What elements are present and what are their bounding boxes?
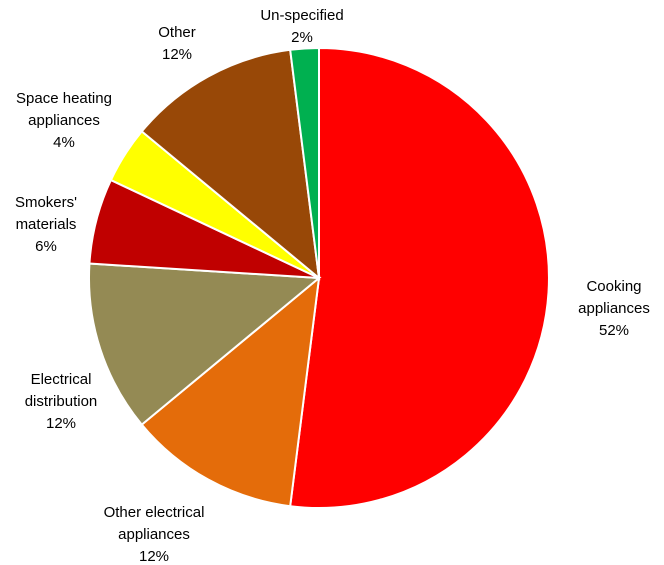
value-label: 12% <box>139 548 169 565</box>
category-label-line: Cooking <box>586 278 641 295</box>
pie-slice-un-specified <box>289 46 320 279</box>
category-label-line: appliances <box>578 300 650 317</box>
category-label-line: materials <box>16 216 77 233</box>
data-label-cooking-appliances: Cooking appliances 52% <box>578 278 650 339</box>
category-label-line: distribution <box>25 393 98 410</box>
value-label: 4% <box>53 134 75 151</box>
pie-labels: Cooking appliances 52% Other electrical appl… <box>15 7 650 565</box>
data-label-other: Other 12% <box>158 24 196 63</box>
value-label: 52% <box>599 322 629 339</box>
data-label-other-electrical-appliances: Other electrical appliances 12% <box>104 504 205 565</box>
pie-slice-electrical-distribution <box>88 262 322 427</box>
category-label-line: Smokers' <box>15 194 77 211</box>
category-label-line: appliances <box>28 112 100 129</box>
value-label: 2% <box>291 29 313 46</box>
pie-slice-cooking-appliances <box>289 46 550 509</box>
value-label: 12% <box>46 415 76 432</box>
data-label-space-heating-appliances: Space heating appliances 4% <box>16 90 112 151</box>
data-label-smokers-materials: Smokers' materials 6% <box>15 194 77 255</box>
category-label-line: Electrical <box>31 371 92 388</box>
category-label-line: Space heating <box>16 90 112 107</box>
data-label-electrical-distribution: Electrical distribution 12% <box>25 371 98 432</box>
pie-slices <box>88 46 550 509</box>
value-label: 6% <box>35 238 57 255</box>
category-label-line: Other electrical <box>104 504 205 521</box>
value-label: 12% <box>162 46 192 63</box>
data-label-un-specified: Un-specified 2% <box>260 7 343 46</box>
category-label-line: appliances <box>118 526 190 543</box>
category-label-line: Other <box>158 24 196 41</box>
pie-slice-other <box>140 48 321 281</box>
category-label-line: Un-specified <box>260 7 343 24</box>
pie-slice-other-electrical-appliances <box>140 275 321 508</box>
